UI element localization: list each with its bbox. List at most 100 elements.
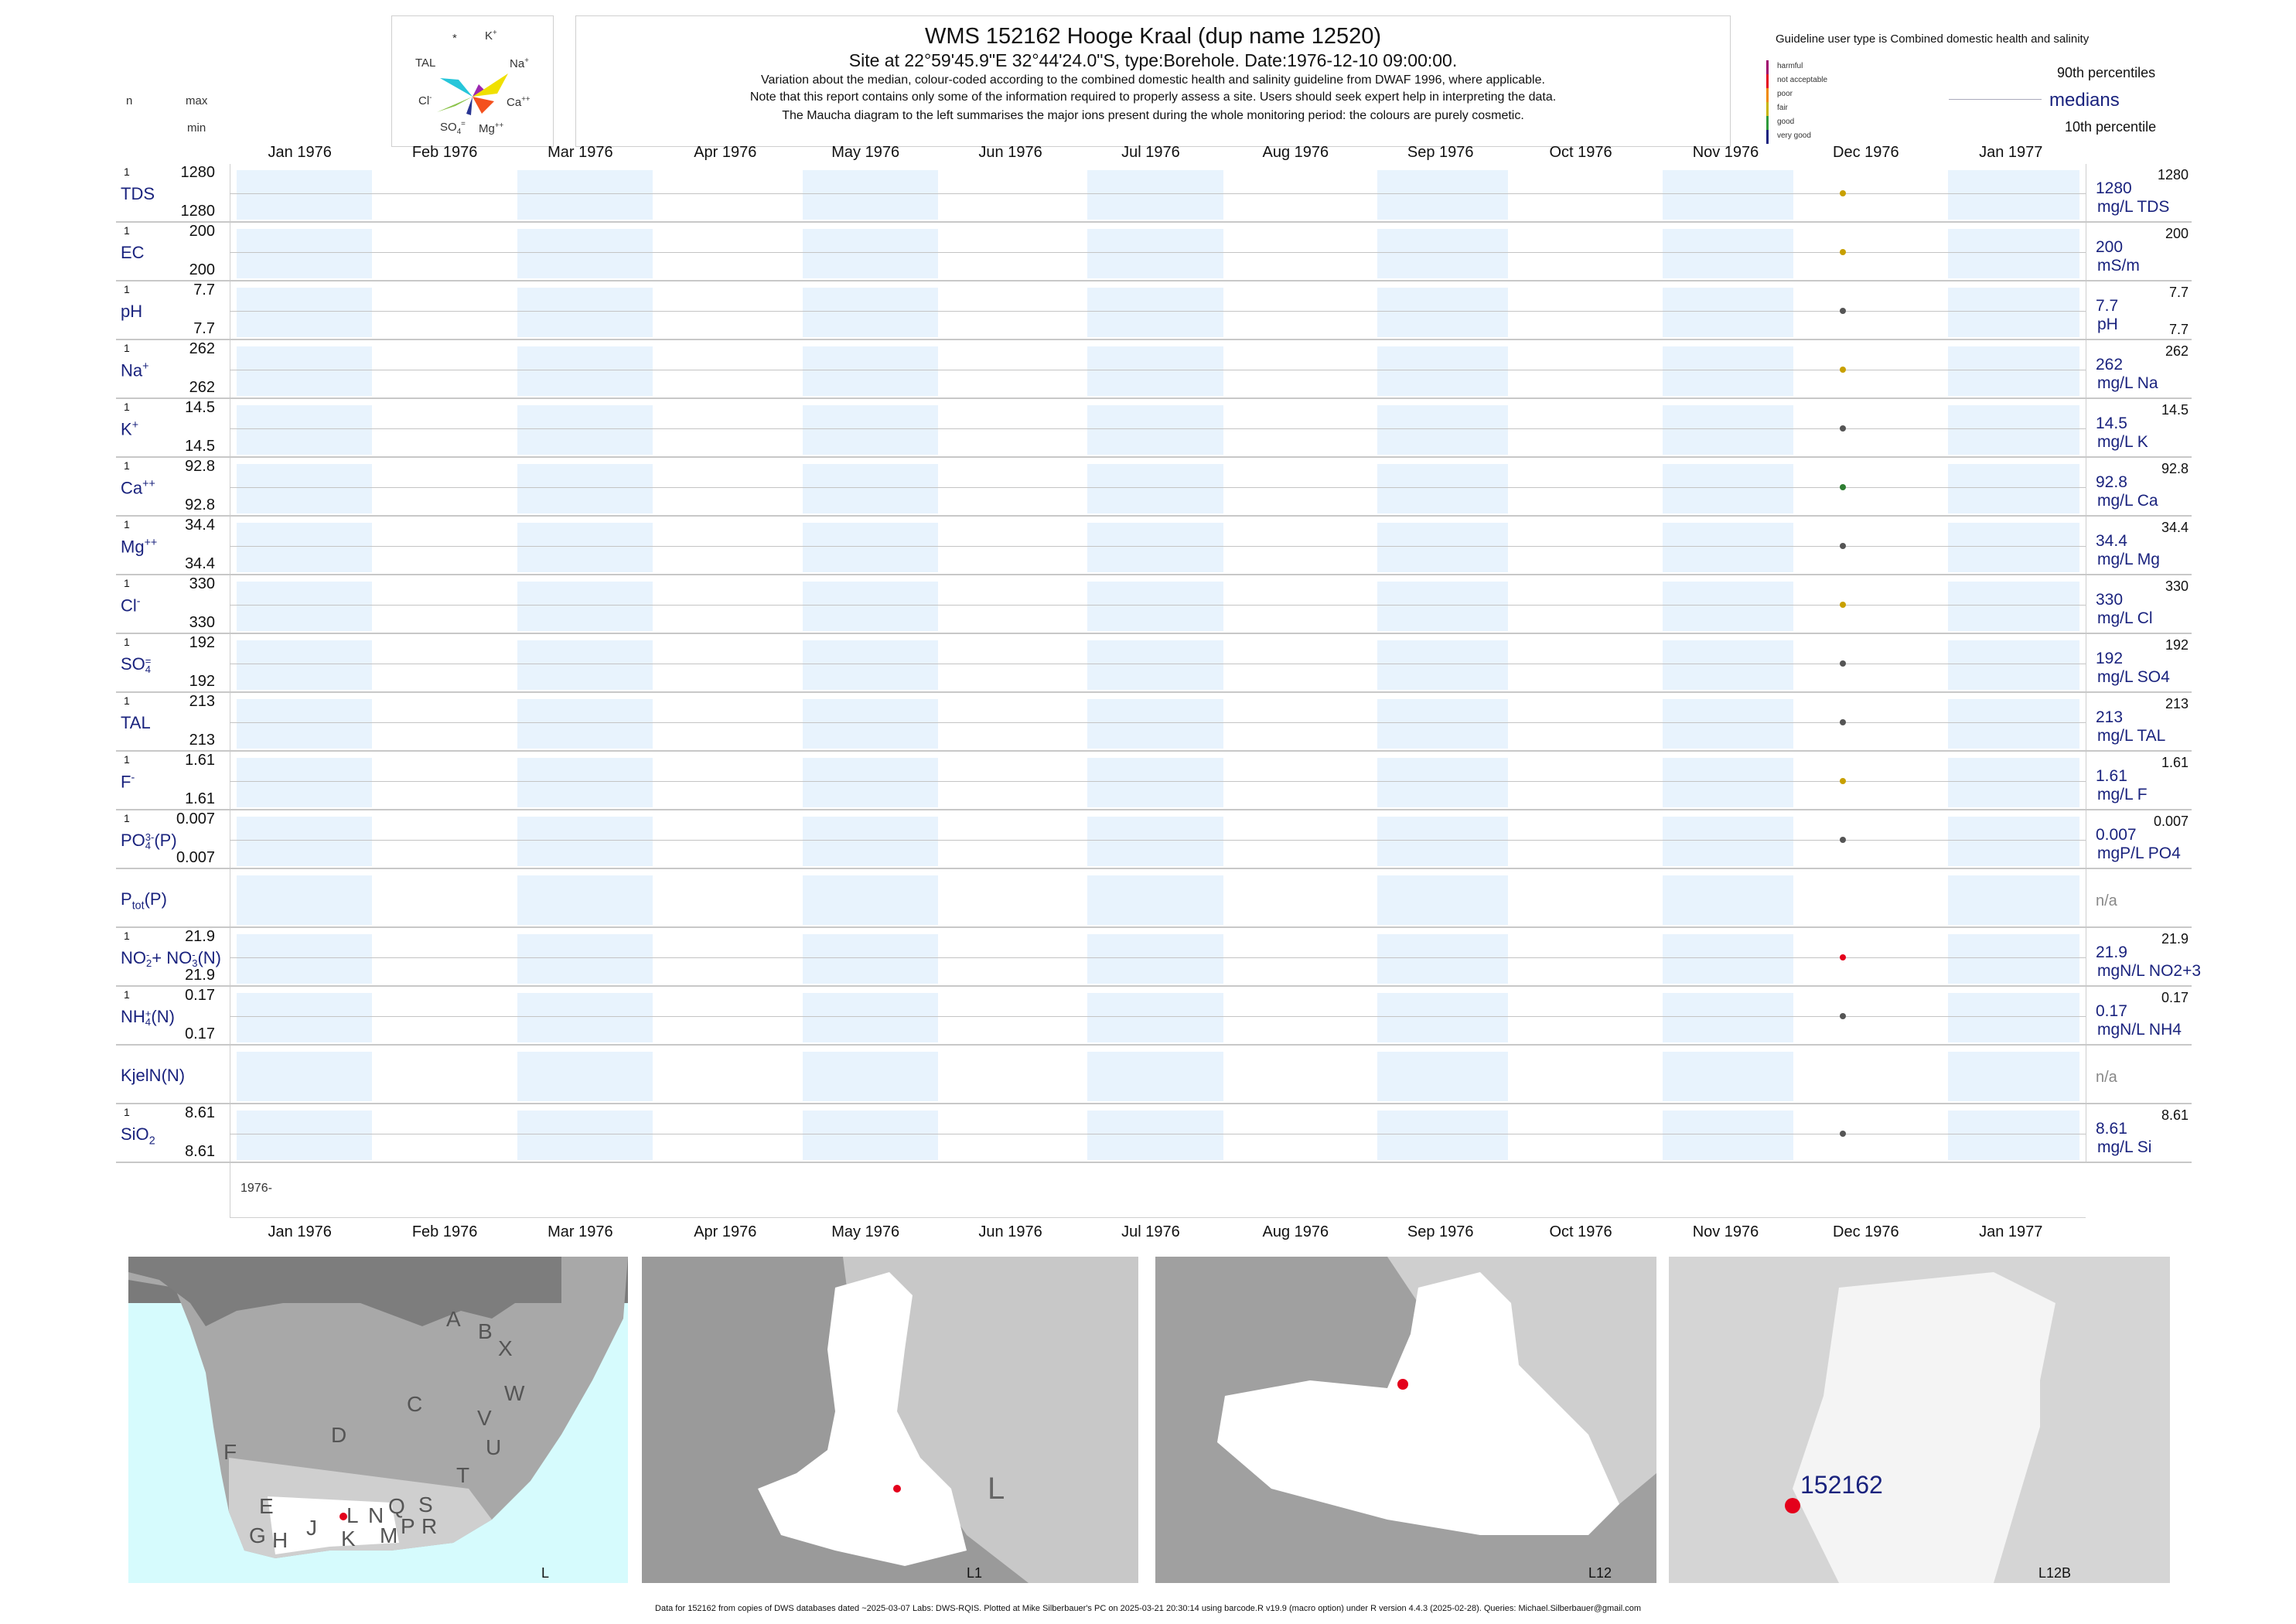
row-label: NH +4 (N) <box>121 1007 175 1029</box>
median-line <box>230 957 2086 958</box>
month-band <box>1087 288 1223 337</box>
map-panel-label: L1 <box>967 1565 983 1581</box>
month-band <box>237 993 373 1042</box>
map-region-letter: Q <box>388 1494 405 1518</box>
row-median: 14.5 <box>2096 415 2127 432</box>
row-min: 92.8 <box>185 496 215 513</box>
row-unit: mg/L Mg <box>2097 551 2160 568</box>
month-band <box>1087 699 1223 749</box>
map-panel-label: L12B <box>2038 1565 2072 1581</box>
legend-color-bar <box>1766 74 1769 88</box>
x-tick-label-bottom: Sep 1976 <box>1407 1223 1474 1240</box>
row-p90: 0.17 <box>2161 990 2189 1005</box>
x-tick-label-bottom: Aug 1976 <box>1262 1223 1329 1240</box>
month-band <box>517 817 653 866</box>
row-n: 1 <box>124 988 130 1001</box>
row-median: 0.17 <box>2096 1002 2127 1020</box>
row-label: Ca++ <box>121 478 155 498</box>
month-band <box>1377 288 1509 337</box>
row-median: 213 <box>2096 708 2124 726</box>
row-max: 200 <box>189 223 215 240</box>
row-separator <box>116 868 2192 869</box>
row-separator <box>116 456 2192 458</box>
row-min: 1280 <box>180 203 216 220</box>
month-band <box>1662 758 1794 807</box>
map-panel-label: L <box>541 1565 550 1581</box>
maucha-na-label: Na+ <box>510 56 529 70</box>
data-point <box>1839 778 1846 784</box>
data-point <box>1839 190 1846 196</box>
data-point <box>1839 308 1846 314</box>
month-band <box>517 346 653 396</box>
month-band <box>1662 817 1794 866</box>
map-regional <box>128 1257 628 1583</box>
month-band <box>802 699 938 749</box>
month-band <box>517 934 653 984</box>
map-l1: L <box>642 1257 1138 1583</box>
month-band <box>1377 523 1509 572</box>
data-point <box>1839 425 1846 432</box>
row-p90: 330 <box>2165 578 2189 594</box>
row-median: 1.61 <box>2096 767 2127 785</box>
row-p90: 1.61 <box>2161 755 2189 770</box>
month-band <box>517 758 653 807</box>
row-separator <box>116 809 2192 810</box>
row-p90: 200 <box>2165 226 2189 241</box>
map-region-letter: E <box>259 1494 274 1518</box>
row-unit: mg/L Cl <box>2097 609 2153 627</box>
row-p90: 213 <box>2165 696 2189 711</box>
month-band <box>1662 523 1794 572</box>
month-band <box>517 523 653 572</box>
month-band <box>1662 170 1794 220</box>
row-p90: 8.61 <box>2161 1107 2189 1123</box>
x-tick-label-top: Sep 1976 <box>1407 144 1474 161</box>
row-n: 1 <box>124 694 130 707</box>
row-max: 21.9 <box>185 928 215 945</box>
map-panel-label: L12 <box>1588 1565 1612 1581</box>
month-band <box>237 1111 373 1160</box>
row-p90: 34.4 <box>2161 520 2189 535</box>
month-band <box>1087 405 1223 455</box>
month-band <box>802 993 938 1042</box>
row-min: 0.17 <box>185 1025 215 1042</box>
legend-color-bar <box>1766 116 1769 130</box>
row-p90: 7.7 <box>2168 285 2189 300</box>
month-band <box>802 875 938 925</box>
month-band <box>237 288 373 337</box>
row-n: 1 <box>124 165 130 178</box>
month-band <box>1087 1111 1223 1160</box>
legend-category-label: harmful <box>1777 62 1803 70</box>
x-tick-label-bottom: May 1976 <box>831 1223 900 1240</box>
month-band <box>1087 640 1223 690</box>
row-max: 8.61 <box>185 1104 215 1121</box>
month-band <box>802 817 938 866</box>
median-line <box>230 487 2086 488</box>
month-band <box>1947 640 2079 690</box>
row-label: NO -2 + NO -3 (N) <box>121 948 221 970</box>
x-tick-label-top: Oct 1976 <box>1549 144 1612 161</box>
row-n: 1 <box>124 401 130 413</box>
row-n: 1 <box>124 518 130 531</box>
row-median: 0.007 <box>2096 826 2137 844</box>
col-header-min: min <box>187 121 206 135</box>
row-min: 330 <box>189 614 215 631</box>
row-unit: mg/L SO4 <box>2097 668 2170 686</box>
median-line <box>230 428 2086 429</box>
month-band <box>517 464 653 513</box>
row-min: 8.61 <box>185 1143 215 1160</box>
month-band <box>1947 288 2079 337</box>
row-p90: 262 <box>2165 343 2189 359</box>
month-band <box>237 1052 373 1101</box>
month-band <box>1377 1052 1509 1101</box>
x-tick-label-top: Jun 1976 <box>978 144 1042 161</box>
month-band <box>1662 699 1794 749</box>
row-separator <box>116 633 2192 634</box>
x-tick-label-top: Jan 1977 <box>1979 144 2043 161</box>
month-band <box>1377 582 1509 631</box>
month-band <box>1947 405 2079 455</box>
map-region-letter: V <box>477 1406 492 1430</box>
row-min: 262 <box>189 379 215 396</box>
map-region-letter: F <box>223 1440 237 1464</box>
month-band <box>1662 229 1794 278</box>
plot-bottom-border <box>230 1217 2086 1218</box>
